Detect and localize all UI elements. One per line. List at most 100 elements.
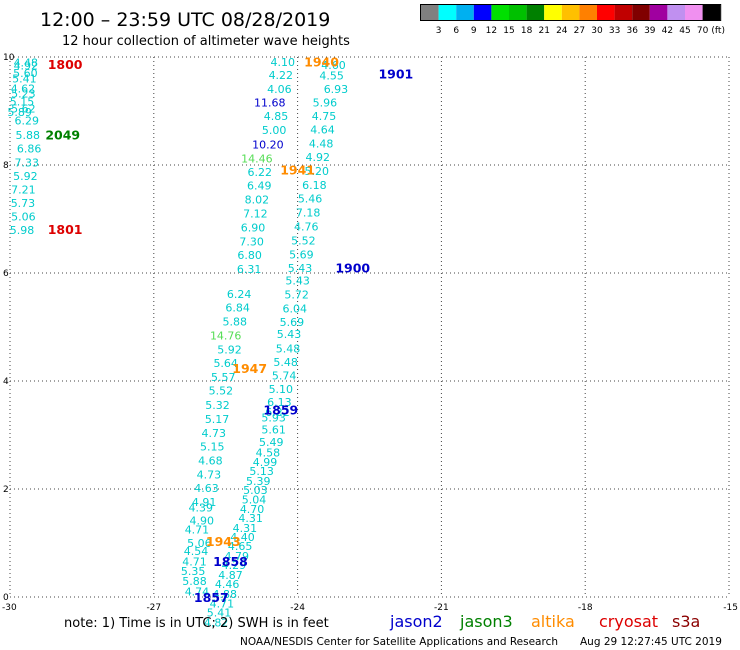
y-tick-label: 0 [3, 593, 9, 603]
swh-point-label: 4.58 [256, 446, 281, 459]
swh-point-label: 5.20 [305, 165, 330, 178]
pass-time-label: 1940 [304, 54, 339, 69]
x-tick-label: -21 [434, 603, 449, 613]
color-legend-tick: 15 [503, 26, 514, 36]
color-swatch [438, 5, 457, 20]
color-legend-tick: 21 [538, 26, 549, 36]
x-tick-label: -15 [723, 603, 738, 613]
pass-time-label: 1943 [206, 534, 241, 549]
footer-note: note: 1) Time is in UTC; 2) SWH is in fe… [64, 616, 329, 631]
color-legend-tick: 33 [609, 26, 620, 36]
x-tick-label: -30 [2, 603, 17, 613]
swh-point-label: 6.90 [241, 222, 266, 235]
swh-point-label: 4.48 [14, 56, 39, 69]
swh-point-label: 7.18 [296, 207, 321, 220]
color-swatch [421, 5, 439, 20]
swh-point-label: 5.64 [213, 357, 238, 370]
color-swatch [632, 5, 650, 20]
swh-point-label: 6.49 [247, 180, 272, 193]
swh-point-label: 7.21 [11, 183, 36, 196]
swh-point-label: 4.46 [215, 578, 240, 591]
satellite-legend-jason2: jason2 [389, 612, 443, 631]
swh-point-label: 5.06 [11, 210, 36, 223]
pass-time-label: 1857 [194, 590, 229, 605]
satellite-legend-s3a: s3a [672, 612, 700, 631]
swh-point-label: 5.96 [313, 96, 338, 109]
swh-point-label: 5.00 [262, 124, 287, 137]
swh-point-label: 5.62 [11, 102, 36, 115]
swh-point-label: 5.03 [243, 484, 268, 497]
swh-point-label: 5.46 [298, 192, 323, 205]
swh-point-label: 4.74 [185, 586, 210, 599]
swh-point-label: 6.31 [237, 263, 262, 276]
swh-point-label: 5.39 [246, 475, 271, 488]
swh-point-label: 5.88 [223, 316, 248, 329]
swh-point-label: 5.72 [284, 289, 309, 302]
swh-point-label: 5.43 [285, 275, 310, 288]
swh-point-label: 4.87 [218, 569, 243, 582]
swh-point-label: 4.99 [253, 456, 278, 469]
color-legend-tick: 70 [697, 26, 709, 36]
swh-point-label: 5.92 [13, 170, 38, 183]
color-swatch [526, 5, 545, 20]
swh-point-label: 5.73 [11, 197, 36, 210]
color-swatch [561, 5, 580, 20]
color-swatch [597, 5, 615, 20]
chart-subtitle: 12 hour collection of altimeter wave hei… [62, 34, 350, 49]
satellite-legend-jason3: jason3 [459, 612, 513, 631]
swh-point-label: 4.48 [309, 137, 334, 150]
x-tick-label: -18 [578, 603, 593, 613]
swh-point-label: 6.22 [247, 166, 272, 179]
swh-point-label: 5.74 [272, 370, 297, 383]
swh-point-label: 5.48 [273, 356, 298, 369]
color-swatch [544, 5, 562, 20]
color-legend-tick: 3 [436, 26, 442, 36]
swh-point-label: 5.15 [200, 440, 225, 453]
swh-point-label: 4.54 [184, 545, 209, 558]
swh-point-label: 4.92 [14, 60, 39, 73]
swh-point-label: 6.93 [324, 83, 349, 96]
color-swatch [456, 5, 474, 20]
swh-point-label: 4.91 [192, 496, 217, 509]
x-tick-label: -24 [290, 603, 305, 613]
color-swatch [491, 5, 509, 20]
swh-point-label: 4.31 [233, 522, 258, 535]
chart-title: 12:00 – 23:59 UTC 08/28/2019 [40, 9, 330, 31]
swh-point-label: 6.86 [17, 142, 42, 155]
swh-point-label: 5.23 [11, 88, 36, 101]
swh-point-label: 5.88 [15, 129, 40, 142]
swh-point-label: 6.80 [237, 249, 262, 262]
swh-point-label: 4.75 [312, 110, 337, 123]
swh-point-label: 5.48 [276, 343, 301, 356]
swh-point-label: 5.43 [288, 262, 313, 275]
color-legend-tick: 6 [453, 26, 459, 36]
swh-point-label: 5.98 [10, 224, 35, 237]
satellite-legend-cryosat: cryosat [599, 612, 658, 631]
color-legend-tick: 42 [662, 26, 673, 36]
x-tick-label: -27 [146, 603, 161, 613]
y-tick-label: 2 [3, 485, 9, 495]
pass-time-label: 1947 [232, 361, 267, 376]
color-legend-tick: 45 [679, 26, 690, 36]
swh-point-label: 7.33 [15, 156, 40, 169]
swh-point-label: 5.69 [280, 316, 305, 329]
swh-point-label: 11.68 [254, 96, 286, 109]
swh-point-label: 5.41 [12, 73, 37, 86]
satellite-legend-altika: altika [531, 612, 575, 631]
swh-point-label: 4.76 [294, 221, 319, 234]
swh-point-label: 4.40 [230, 531, 255, 544]
y-tick-label: 8 [3, 161, 9, 171]
swh-point-label: 5.41 [207, 607, 232, 620]
color-legend-tick: 27 [574, 26, 585, 36]
swh-point-label: 4.71 [182, 555, 207, 568]
swh-point-label: 5.60 [13, 67, 38, 80]
swh-point-label: 5.57 [211, 371, 236, 384]
color-legend: 3 6 9 12 15 18 21 24 27 30 33 36 39 42 45 70 (ft) [420, 4, 725, 36]
swh-point-label: 5.32 [205, 399, 230, 412]
swh-point-label: 4.29 [222, 559, 247, 572]
pass-time-label: 1900 [335, 261, 370, 276]
y-tick-label: 4 [3, 377, 9, 387]
swh-point-label: 4.68 [198, 454, 223, 467]
pass-time-label: 1800 [48, 57, 83, 72]
